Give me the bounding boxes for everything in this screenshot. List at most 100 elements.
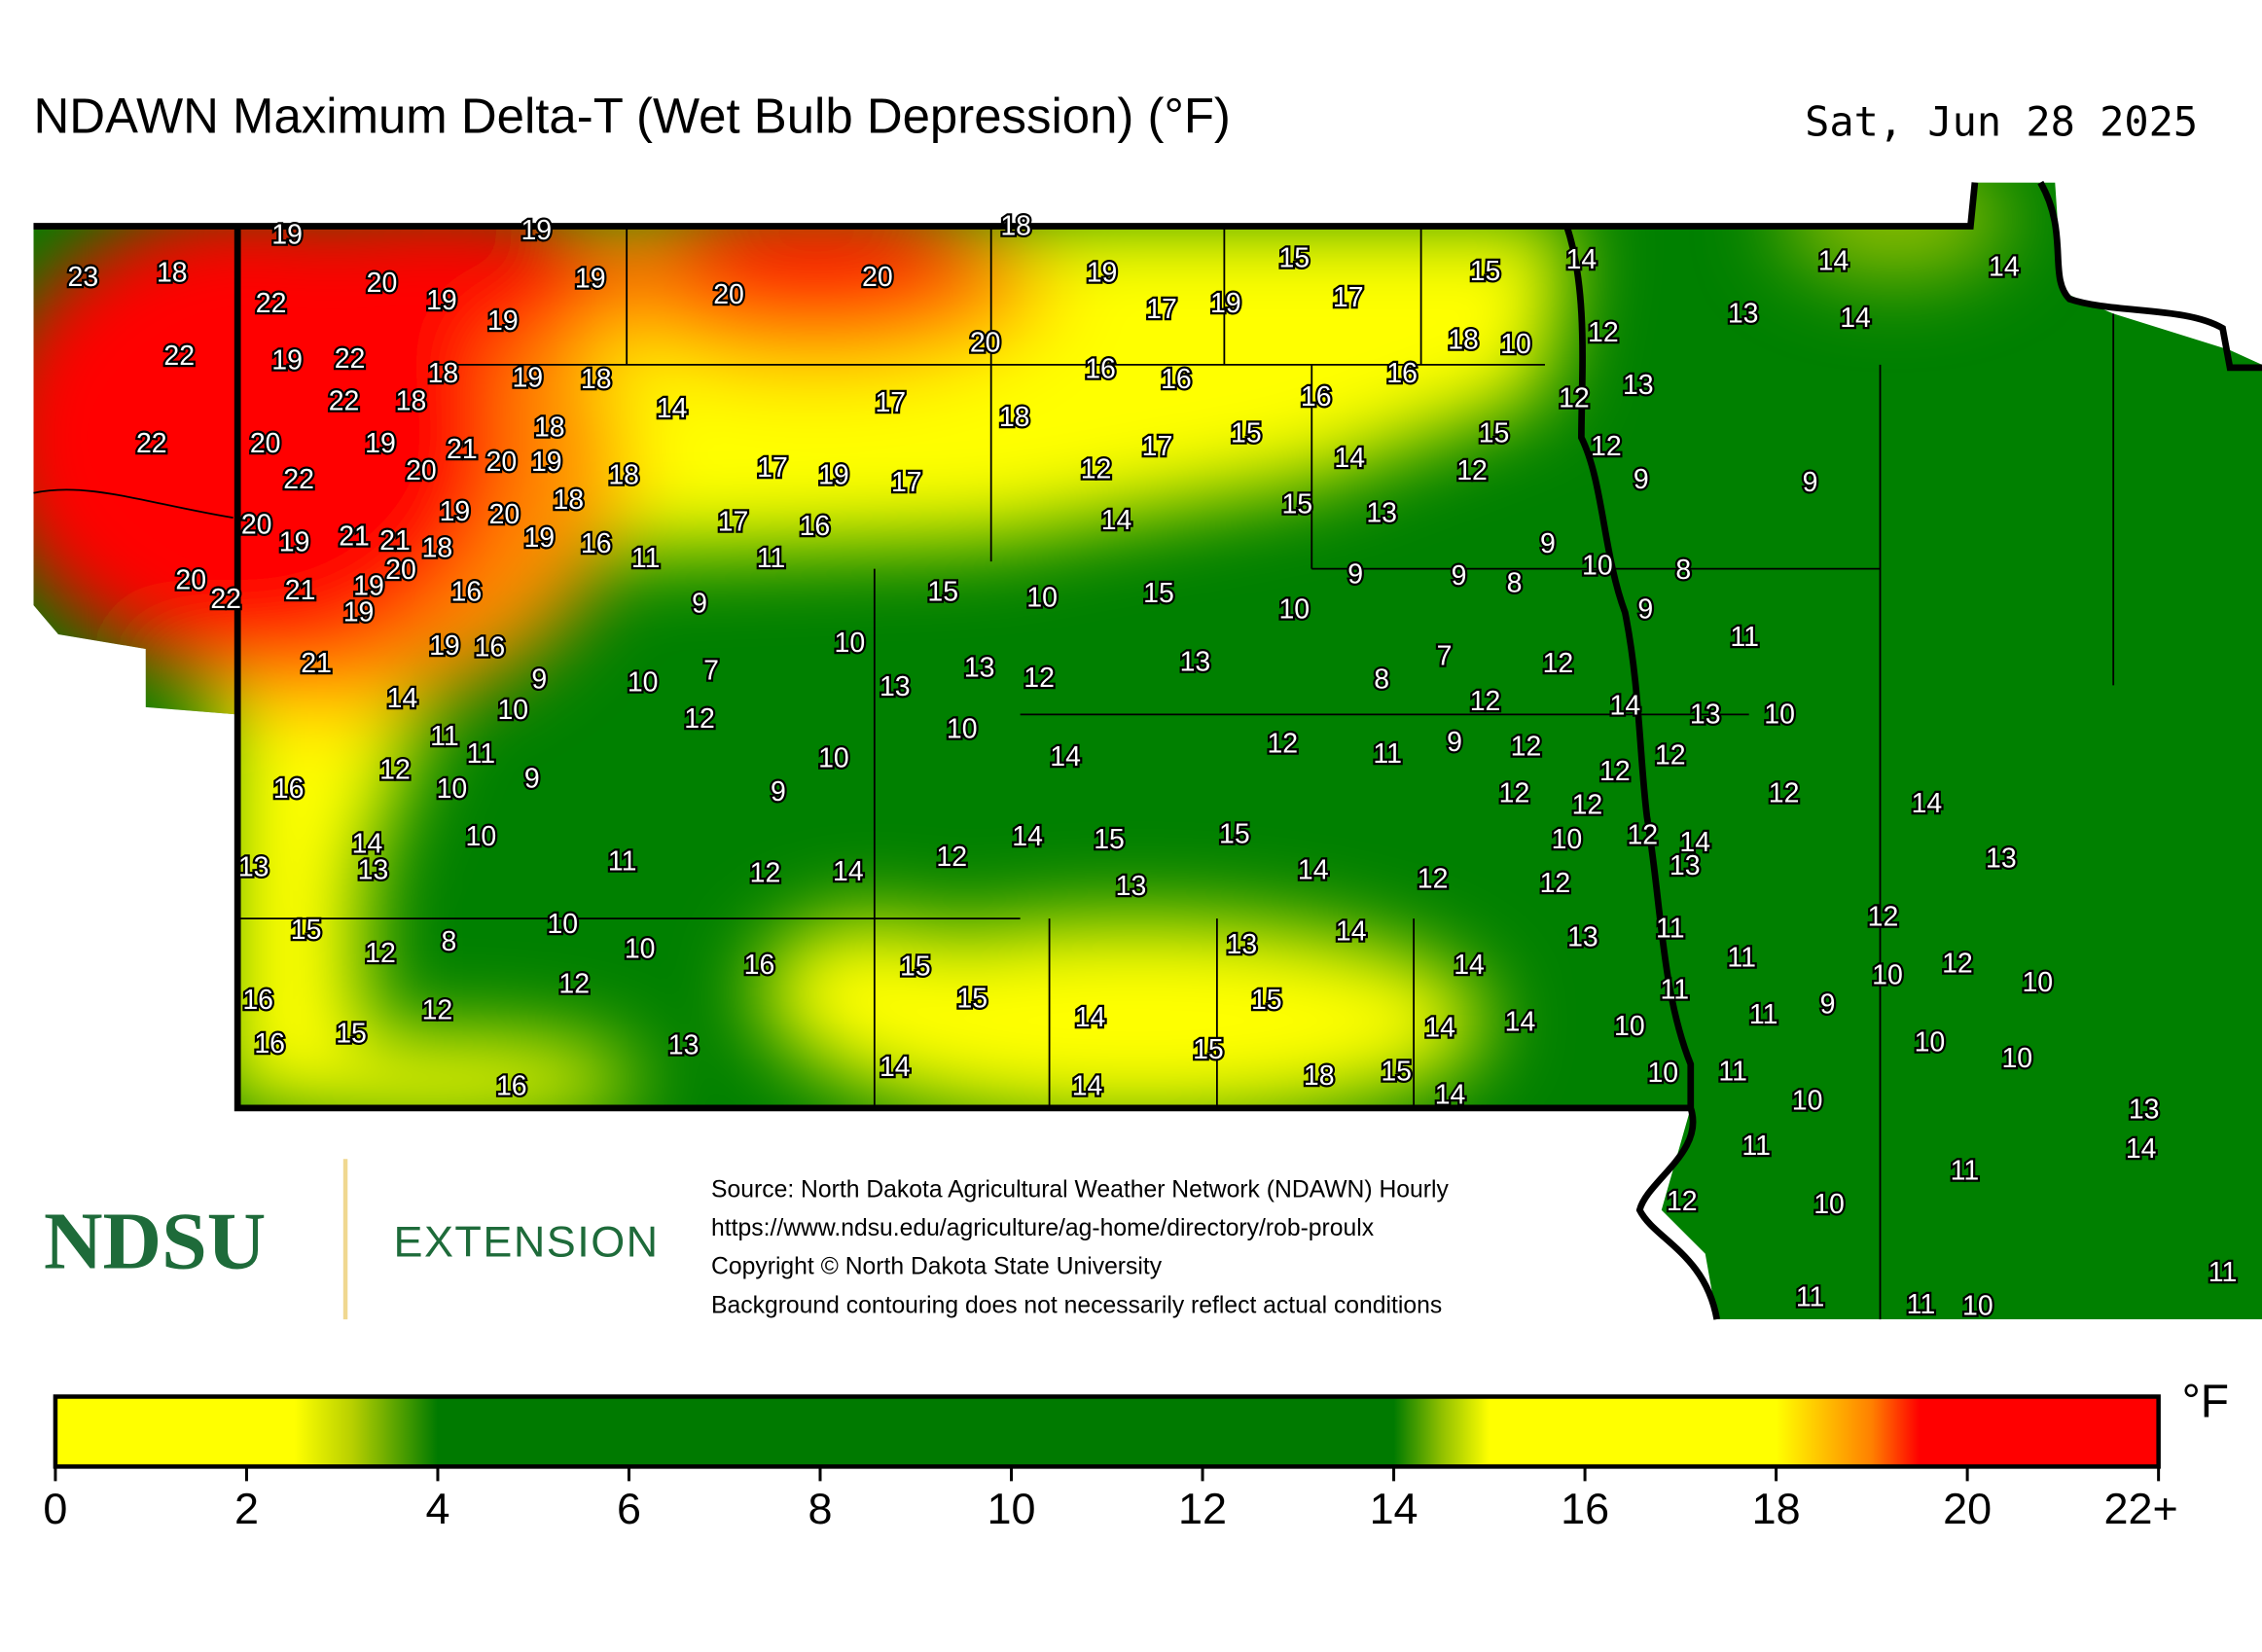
station-value: 12 xyxy=(1588,317,1619,348)
contour-field xyxy=(33,182,2262,1320)
colorbar-tick-label: 18 xyxy=(1752,1484,1801,1533)
station-value: 11 xyxy=(608,846,637,878)
station-value: 15 xyxy=(1231,417,1262,449)
station-value: 17 xyxy=(1333,282,1364,313)
colorbar-tick-label: 10 xyxy=(987,1484,1036,1533)
logo-box xyxy=(33,1151,690,1327)
source-line: Copyright © North Dakota State Universit… xyxy=(711,1254,1163,1280)
station-value: 19 xyxy=(343,597,375,628)
station-value: 10 xyxy=(1278,594,1310,626)
station-value: 13 xyxy=(358,855,389,886)
station-value: 18 xyxy=(1448,324,1479,355)
station-value: 10 xyxy=(497,695,528,726)
station-value: 14 xyxy=(1989,252,2020,283)
station-value: 15 xyxy=(1381,1056,1412,1087)
station-value: 17 xyxy=(891,467,922,498)
station-value: 11 xyxy=(2208,1257,2238,1288)
station-value: 13 xyxy=(1180,646,1211,677)
station-value: 19 xyxy=(365,428,396,459)
station-value: 9 xyxy=(771,776,786,808)
station-value: 14 xyxy=(1072,1070,1103,1101)
station-value: 10 xyxy=(1813,1189,1845,1220)
station-value: 14 xyxy=(657,393,688,424)
station-value: 12 xyxy=(1627,820,1658,851)
station-value: 18 xyxy=(157,257,188,288)
station-value: 10 xyxy=(1582,551,1613,582)
station-value: 16 xyxy=(581,528,612,559)
station-value: 9 xyxy=(1347,559,1363,591)
station-value: 12 xyxy=(1769,777,1800,808)
station-value: 13 xyxy=(964,652,995,683)
station-value: 14 xyxy=(352,829,383,860)
station-value: 11 xyxy=(1656,914,1685,945)
station-value: 20 xyxy=(489,499,521,530)
station-value: 19 xyxy=(512,362,543,393)
colorbar-ticks: 0 2 4 6 8 10 12 14 16 18 20 22+ xyxy=(43,1466,2178,1533)
station-value: 19 xyxy=(426,285,457,316)
station-value: 12 xyxy=(1499,777,1530,808)
station-value: 13 xyxy=(1227,929,1258,960)
station-value: 13 xyxy=(1728,298,1759,329)
station-value: 20 xyxy=(970,327,1001,358)
station-value: 12 xyxy=(1456,455,1488,486)
title: NDAWN Maximum Delta-T (Wet Bulb Depressi… xyxy=(33,89,1230,144)
station-value: 14 xyxy=(1334,443,1365,474)
station-value: 10 xyxy=(547,909,578,940)
station-value: 10 xyxy=(1792,1085,1823,1116)
station-value: 14 xyxy=(1840,303,1871,334)
station-value: 10 xyxy=(1552,824,1583,855)
station-value: 17 xyxy=(875,387,906,418)
station-value: 10 xyxy=(437,773,468,805)
station-value: 12 xyxy=(1559,382,1590,413)
station-value: 9 xyxy=(524,763,540,794)
station-value: 12 xyxy=(379,754,411,785)
colorbar-tick-label: 20 xyxy=(1943,1484,1992,1533)
station-value: 8 xyxy=(1507,568,1523,599)
station-value: 11 xyxy=(1907,1289,1936,1320)
station-value: 13 xyxy=(1623,370,1654,401)
station-value: 19 xyxy=(429,630,460,662)
station-value: 14 xyxy=(387,683,418,714)
station-value: 14 xyxy=(1818,246,1849,277)
station-value: 12 xyxy=(1868,902,1899,933)
station-value: 18 xyxy=(422,533,453,564)
station-value: 14 xyxy=(1424,1012,1455,1043)
station-value: 12 xyxy=(936,842,967,873)
station-value: 16 xyxy=(273,773,305,805)
station-value: 18 xyxy=(1000,211,1031,242)
station-value: 15 xyxy=(1251,985,1282,1016)
logo-name: NDSU xyxy=(44,1197,266,1287)
station-value: 16 xyxy=(1161,364,1192,395)
station-value: 20 xyxy=(367,268,398,299)
colorbar-tick-label: 6 xyxy=(617,1484,641,1533)
station-value: 20 xyxy=(862,262,893,293)
station-value: 11 xyxy=(631,543,661,574)
station-value: 7 xyxy=(1437,640,1453,671)
station-value: 12 xyxy=(365,938,396,969)
station-value: 18 xyxy=(428,358,459,389)
station-value: 10 xyxy=(466,821,497,852)
station-value: 12 xyxy=(1470,686,1501,717)
station-value: 15 xyxy=(1479,417,1510,449)
station-value: 20 xyxy=(486,447,518,478)
station-value: 18 xyxy=(608,460,639,491)
station-value: 22 xyxy=(329,385,360,416)
station-value: 14 xyxy=(833,856,864,887)
station-value: 15 xyxy=(336,1018,367,1049)
station-value: 21 xyxy=(379,525,411,557)
station-value: 13 xyxy=(238,852,269,883)
station-value: 21 xyxy=(339,521,370,553)
colorbar-tick-label: 12 xyxy=(1178,1484,1227,1533)
station-value: 14 xyxy=(1566,244,1598,275)
station-value: 14 xyxy=(1050,741,1081,772)
station-value: 10 xyxy=(1872,960,1903,991)
station-value: 19 xyxy=(353,571,384,602)
station-value: 13 xyxy=(1366,498,1397,529)
boundaries xyxy=(33,180,2262,1320)
station-value: 22 xyxy=(256,288,287,319)
station-value: 15 xyxy=(1278,243,1310,274)
station-value: 20 xyxy=(406,455,437,486)
source-box xyxy=(697,1159,1630,1327)
station-value: 16 xyxy=(242,985,273,1016)
